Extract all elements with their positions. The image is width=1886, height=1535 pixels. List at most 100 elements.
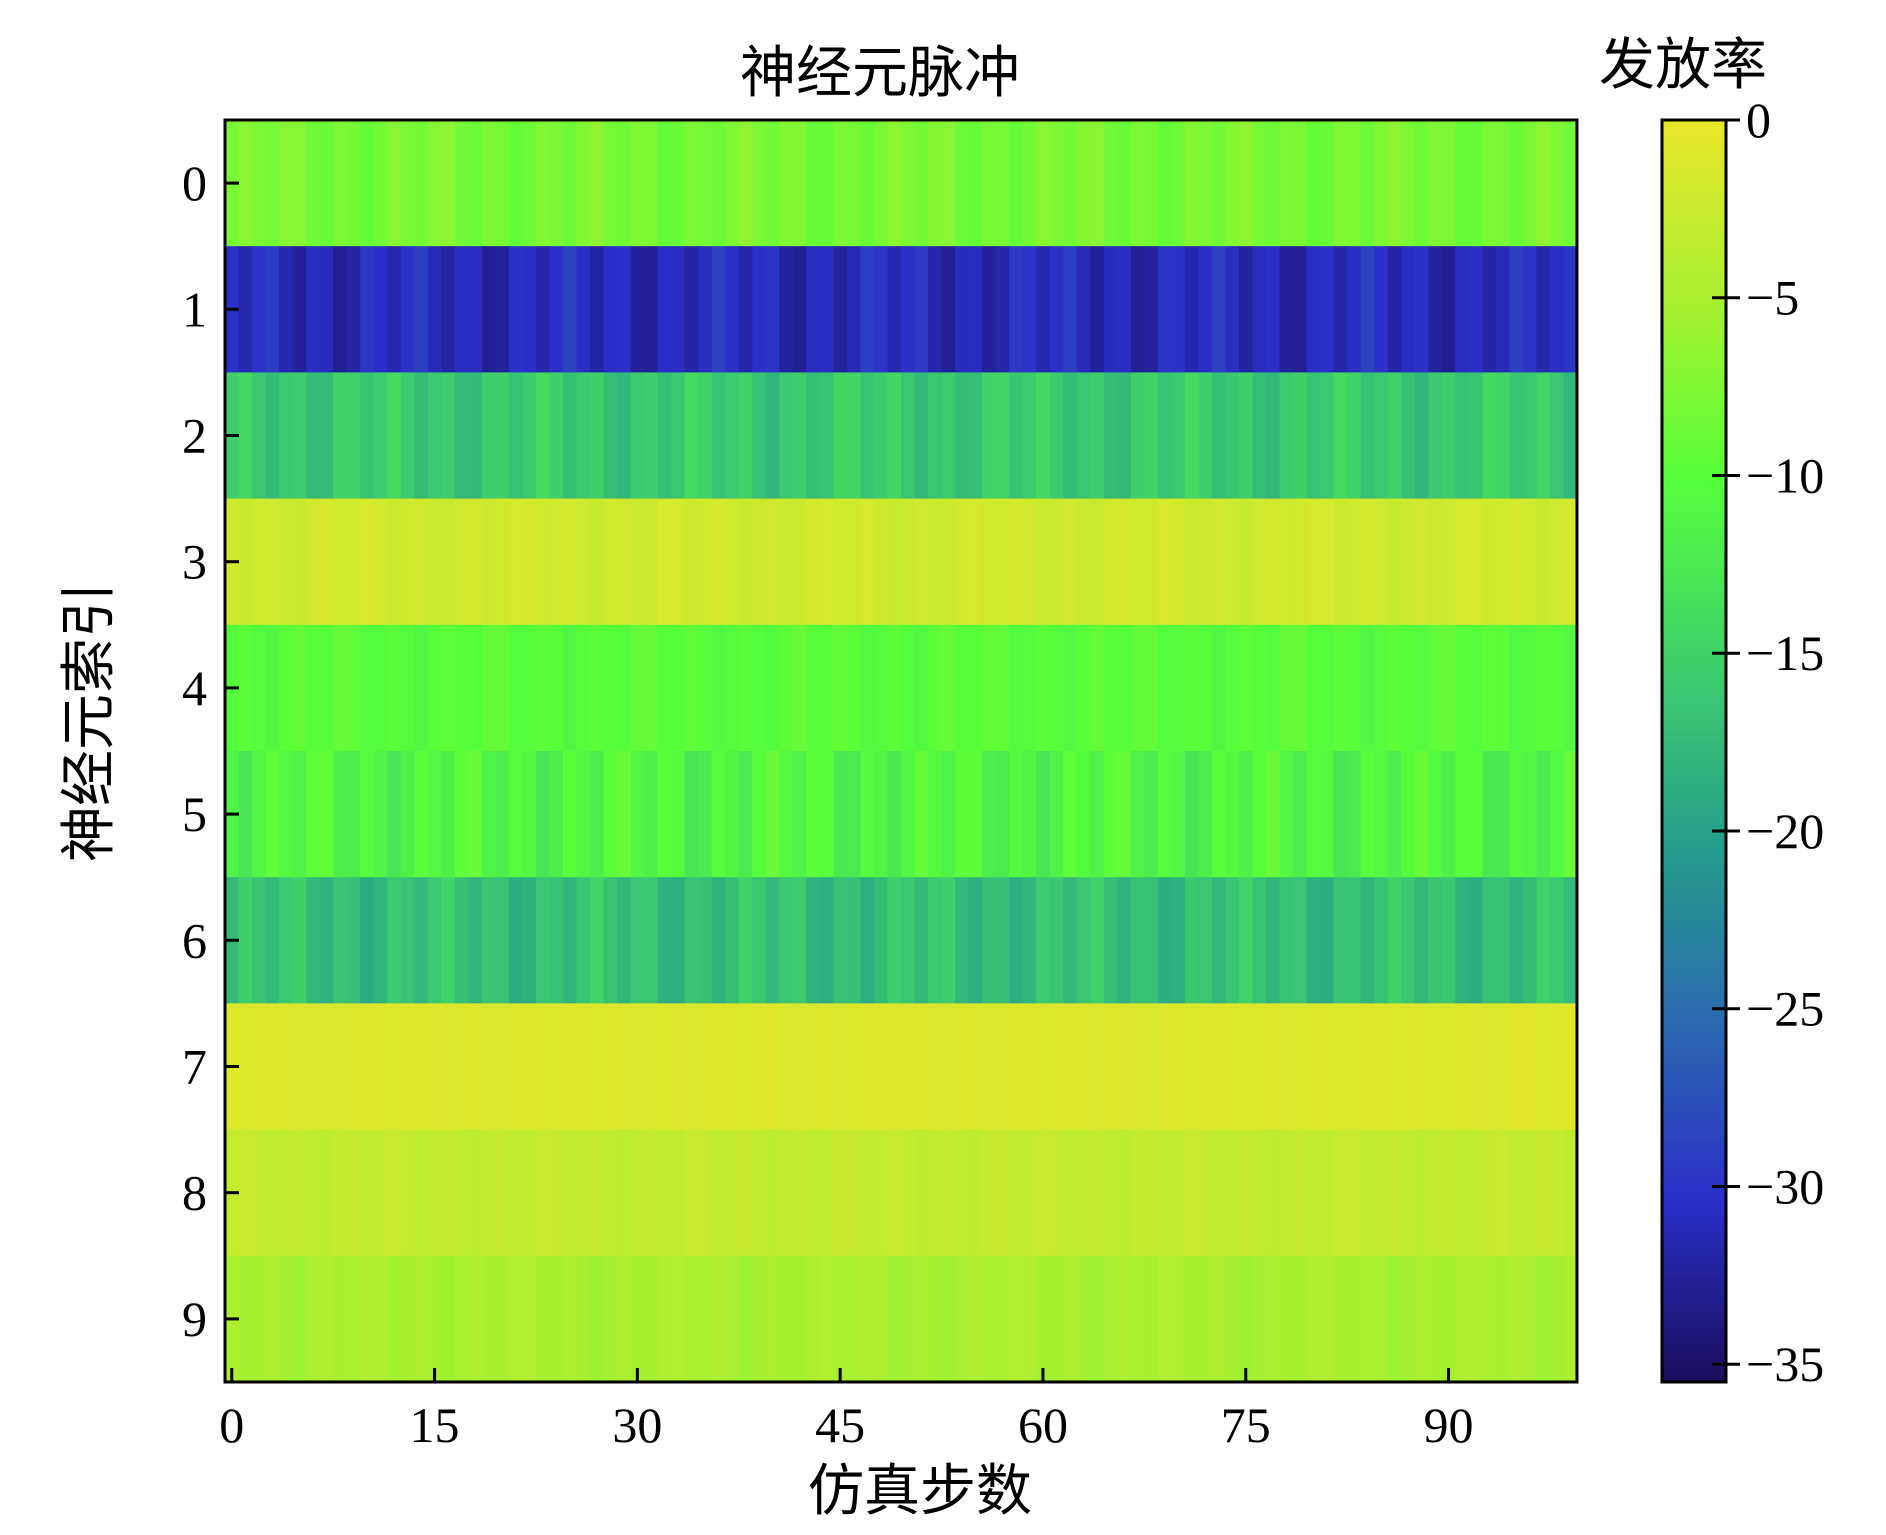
heatmap-cell bbox=[1441, 120, 1456, 247]
heatmap-cell bbox=[333, 246, 348, 373]
heatmap-cell bbox=[901, 624, 916, 752]
heatmap-cell bbox=[1252, 877, 1267, 1004]
heatmap-cell bbox=[846, 624, 862, 752]
heatmap-cell bbox=[481, 498, 496, 626]
heatmap-cell bbox=[711, 624, 726, 752]
heatmap-cell bbox=[1211, 246, 1227, 373]
heatmap-cell bbox=[441, 1003, 456, 1131]
heatmap-cell bbox=[1252, 372, 1267, 500]
heatmap-cell bbox=[346, 120, 361, 247]
heatmap-cell bbox=[725, 1129, 740, 1257]
heatmap-cell bbox=[1144, 498, 1159, 626]
heatmap-cell bbox=[522, 624, 537, 752]
heatmap-cell bbox=[481, 246, 496, 373]
heatmap-cell bbox=[711, 1255, 726, 1383]
heatmap-cell bbox=[860, 751, 875, 878]
heatmap-cell bbox=[846, 372, 862, 500]
heatmap-cell bbox=[833, 1003, 848, 1131]
heatmap-cell bbox=[387, 1129, 402, 1257]
heatmap-cell bbox=[671, 1129, 686, 1257]
heatmap-cell bbox=[441, 624, 456, 752]
heatmap-cell bbox=[1428, 1129, 1443, 1257]
heatmap-cell bbox=[292, 751, 307, 878]
heatmap-cell bbox=[698, 1255, 713, 1383]
heatmap-cell bbox=[1049, 751, 1064, 878]
heatmap-cell bbox=[373, 498, 388, 626]
heatmap-cell bbox=[346, 1255, 361, 1383]
heatmap-cell bbox=[995, 877, 1010, 1004]
heatmap-cell bbox=[928, 624, 943, 752]
heatmap-cell bbox=[1036, 1255, 1051, 1383]
heatmap-cell bbox=[617, 120, 632, 247]
heatmap-cell bbox=[901, 1129, 916, 1257]
heatmap-cell bbox=[833, 498, 848, 626]
heatmap-cell bbox=[238, 624, 253, 752]
heatmap-cell bbox=[1441, 1255, 1456, 1383]
heatmap-cell bbox=[752, 1003, 767, 1131]
heatmap-cell bbox=[698, 1003, 713, 1131]
heatmap-cell bbox=[1509, 1003, 1524, 1131]
heatmap-cell bbox=[1239, 372, 1254, 500]
heatmap-cell bbox=[1049, 120, 1064, 247]
heatmap-cell bbox=[819, 498, 834, 626]
heatmap-cell bbox=[765, 1003, 780, 1131]
heatmap-cell bbox=[468, 1003, 483, 1131]
heatmap-cell bbox=[238, 246, 253, 373]
heatmap-cell bbox=[1455, 1255, 1470, 1383]
heatmap-cell bbox=[441, 1255, 456, 1383]
heatmap-cell bbox=[684, 120, 699, 247]
heatmap-cell bbox=[873, 246, 889, 373]
heatmap-cell bbox=[1468, 1003, 1483, 1131]
heatmap-cell bbox=[238, 120, 253, 247]
heatmap-cell bbox=[590, 1255, 605, 1383]
heatmap-cell bbox=[279, 120, 294, 247]
heatmap-cell bbox=[1225, 1255, 1240, 1383]
heatmap-cell bbox=[1266, 877, 1281, 1004]
heatmap-cell bbox=[1063, 120, 1078, 247]
heatmap-cell bbox=[968, 372, 983, 500]
heatmap-cell bbox=[1374, 1129, 1389, 1257]
heatmap-cell bbox=[765, 877, 780, 1004]
heatmap-cell bbox=[1022, 877, 1037, 1004]
heatmap-cell bbox=[819, 246, 834, 373]
heatmap-cell bbox=[522, 1129, 537, 1257]
heatmap-cell bbox=[955, 498, 970, 626]
heatmap-cell bbox=[238, 751, 253, 878]
heatmap-cell bbox=[644, 246, 659, 373]
heatmap-cell bbox=[1252, 1255, 1267, 1383]
heatmap-cell bbox=[1428, 877, 1443, 1004]
heatmap-cell bbox=[725, 1003, 740, 1131]
heatmap-cell bbox=[1387, 624, 1402, 752]
heatmap-cell bbox=[590, 624, 605, 752]
heatmap-cell bbox=[427, 751, 442, 878]
heatmap-cell bbox=[698, 120, 713, 247]
heatmap-cell bbox=[968, 1255, 983, 1383]
heatmap-cell bbox=[684, 1255, 699, 1383]
heatmap-cell bbox=[1536, 624, 1551, 752]
heatmap-cell bbox=[1509, 1255, 1524, 1383]
heatmap-cell bbox=[995, 1003, 1010, 1131]
heatmap-cell bbox=[928, 1003, 943, 1131]
heatmap-cell bbox=[684, 751, 699, 878]
heatmap-cell bbox=[1387, 1129, 1402, 1257]
heatmap-cell bbox=[1266, 751, 1281, 878]
heatmap-cell bbox=[1279, 1129, 1294, 1257]
heatmap-cell bbox=[1076, 1129, 1091, 1257]
heatmap-cell bbox=[1482, 120, 1497, 247]
heatmap-cell bbox=[1333, 246, 1348, 373]
heatmap-cell bbox=[1103, 1255, 1118, 1383]
heatmap-cell bbox=[387, 624, 402, 752]
heatmap-cell bbox=[373, 246, 388, 373]
heatmap-cell bbox=[806, 372, 821, 500]
heatmap-cell bbox=[306, 624, 321, 752]
colorbar-tick-label: −15 bbox=[1746, 625, 1824, 681]
heatmap-cell bbox=[1563, 624, 1578, 752]
heatmap-cell bbox=[901, 498, 916, 626]
heatmap-cell bbox=[1266, 372, 1281, 500]
heatmap-cell bbox=[549, 246, 564, 373]
heatmap-cell bbox=[1563, 498, 1578, 626]
heatmap-cell bbox=[684, 877, 699, 1004]
heatmap-cell bbox=[508, 120, 524, 247]
heatmap-cell bbox=[711, 1003, 726, 1131]
heatmap-cell bbox=[1441, 246, 1456, 373]
